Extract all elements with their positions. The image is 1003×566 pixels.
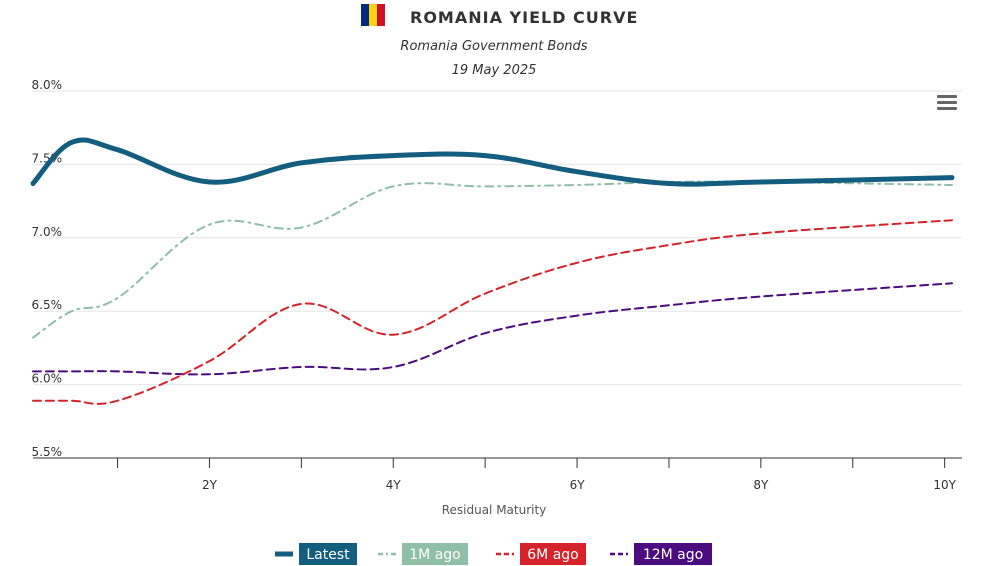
legend-label: 12M ago [643, 547, 703, 563]
legend-label: 1M ago [409, 547, 460, 563]
y-tick-label: 5.5% [32, 445, 63, 459]
y-tick-label: 8.0% [32, 78, 63, 92]
flag-stripe [361, 4, 369, 26]
series-line-6m-ago [32, 219, 953, 405]
y-tick-label: 7.0% [32, 225, 63, 239]
flag-stripe [377, 4, 385, 26]
flag-icon-group [361, 4, 385, 26]
legend-item-6m-ago[interactable]: 6M ago [496, 543, 586, 565]
chart-title: ROMANIA YIELD CURVE [410, 8, 638, 27]
series-layer [30, 137, 955, 405]
chart-date: 19 May 2025 [452, 63, 537, 78]
x-tick-label: 6Y [570, 478, 586, 492]
chart-subtitle: Romania Government Bonds [400, 39, 587, 54]
series-line-latest [30, 137, 955, 187]
x-tick-label: 4Y [386, 478, 402, 492]
x-tick-label: 2Y [202, 478, 218, 492]
legend-item-1m-ago[interactable]: 1M ago [378, 543, 468, 565]
legend-label-bg [634, 543, 712, 565]
x-axis: 2Y 4Y 6Y 8Y 10Y [33, 457, 962, 492]
x-tick-label: 10Y [933, 478, 956, 492]
romania-flag-icon [361, 4, 385, 26]
y-tick-label: 6.0% [32, 372, 63, 386]
y-tick-label: 6.5% [32, 298, 63, 312]
legend-label-bg [520, 543, 586, 565]
x-axis-title: Residual Maturity [442, 503, 547, 517]
hamburger-menu-icon[interactable] [930, 88, 962, 116]
y-axis-ticks: 5.5%6.0%6.5%7.0%7.5%8.0% [32, 78, 63, 459]
legend-label-bg [299, 543, 357, 565]
series-line-1m-ago [32, 180, 953, 339]
x-tick-label: 8Y [753, 478, 769, 492]
grid-layer [33, 90, 962, 459]
legend-label-bg [402, 543, 468, 565]
legend-item-latest[interactable]: Latest [275, 543, 357, 565]
series-line-12m-ago [32, 282, 953, 376]
legend-label: Latest [306, 547, 350, 563]
flag-stripe [369, 4, 377, 26]
legend-item-12m-ago[interactable]: 12M ago [610, 543, 712, 565]
legend-label: 6M ago [527, 547, 578, 563]
legend: Latest 1M ago 6M ago 12M ago [275, 543, 712, 565]
